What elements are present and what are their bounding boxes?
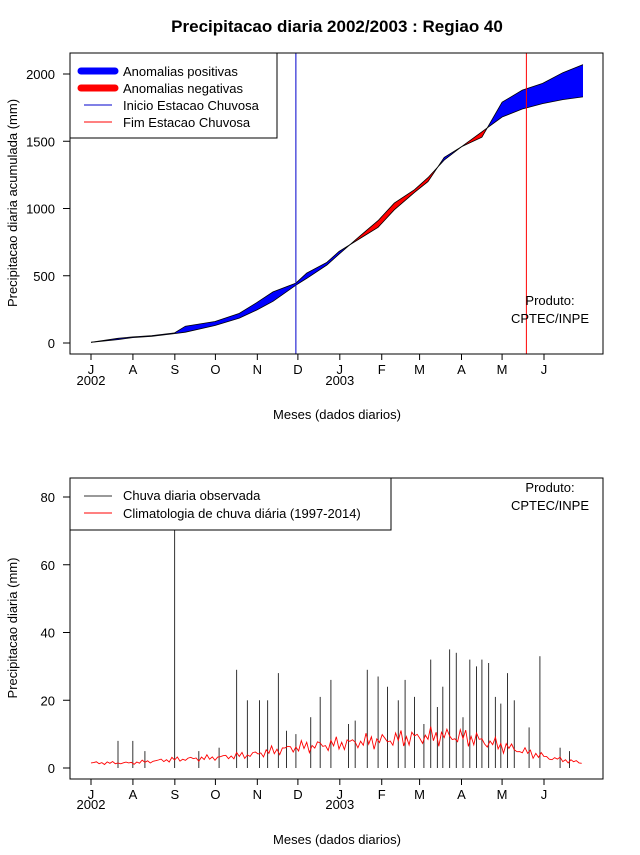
x-tick-label: O bbox=[210, 362, 220, 377]
year-label: 2003 bbox=[325, 797, 354, 812]
climatology-daily-line bbox=[90, 726, 582, 766]
product-source: CPTEC/INPE bbox=[511, 498, 589, 513]
y-tick-label: 500 bbox=[33, 269, 55, 284]
x-axis-label: Meses (dados diarios) bbox=[273, 407, 401, 422]
y-tick-label: 60 bbox=[41, 558, 55, 573]
legend-label-climatology: Climatologia de chuva diária (1997-2014) bbox=[123, 506, 361, 521]
legend-label-end: Fim Estacao Chuvosa bbox=[123, 115, 251, 130]
x-tick-label: D bbox=[293, 362, 302, 377]
x-tick-label: D bbox=[293, 787, 302, 802]
legend-box bbox=[69, 52, 278, 139]
x-tick-label: J bbox=[88, 787, 95, 802]
negative-anomaly-band bbox=[351, 167, 438, 244]
chart-title: Precipitacao diaria 2002/2003 : Regiao 4… bbox=[171, 17, 503, 36]
legend-box bbox=[69, 477, 392, 531]
x-tick-label: M bbox=[414, 362, 425, 377]
legend-label-positive: Anomalias positivas bbox=[123, 64, 238, 79]
x-tick-label: M bbox=[497, 787, 508, 802]
x-tick-label: A bbox=[129, 787, 138, 802]
y-tick-label: 1000 bbox=[26, 202, 55, 217]
x-tick-label: M bbox=[414, 787, 425, 802]
plot-area bbox=[90, 517, 582, 768]
legend-label-observed: Chuva diaria observada bbox=[123, 488, 261, 503]
x-tick-label: S bbox=[171, 362, 180, 377]
y-tick-label: 40 bbox=[41, 626, 55, 641]
y-tick-label: 0 bbox=[48, 336, 55, 351]
legend-label-negative: Anomalias negativas bbox=[123, 81, 243, 96]
x-tick-label: J bbox=[337, 787, 344, 802]
x-tick-label: F bbox=[378, 362, 386, 377]
daily-rain-bars bbox=[117, 517, 570, 768]
x-tick-label: A bbox=[457, 787, 466, 802]
product-label: Produto: bbox=[525, 480, 574, 495]
x-tick-label: J bbox=[88, 362, 95, 377]
x-tick-label: J bbox=[541, 787, 548, 802]
x-tick-label: J bbox=[337, 362, 344, 377]
product-source: CPTEC/INPE bbox=[511, 311, 589, 326]
x-tick-label: A bbox=[457, 362, 466, 377]
year-label: 2002 bbox=[77, 373, 106, 388]
y-axis-label: Precipitacao diaria acumulada (mm) bbox=[5, 99, 20, 307]
x-axis-label: Meses (dados diarios) bbox=[273, 832, 401, 847]
year-label: 2003 bbox=[325, 373, 354, 388]
y-tick-label: 20 bbox=[41, 693, 55, 708]
y-axis-label: Precipitacao diaria (mm) bbox=[5, 558, 20, 699]
legend-label-start: Inicio Estacao Chuvosa bbox=[123, 98, 260, 113]
year-label: 2002 bbox=[77, 797, 106, 812]
y-axis: 0 500 1000 1500 2000 bbox=[26, 67, 71, 351]
y-tick-label: 1500 bbox=[26, 134, 55, 149]
anomaly-bands bbox=[91, 64, 583, 343]
y-tick-label: 2000 bbox=[26, 67, 55, 82]
legend: Anomalias positivas Anomalias negativas … bbox=[69, 52, 278, 139]
y-tick-label: 80 bbox=[41, 490, 55, 505]
x-tick-label: O bbox=[210, 787, 220, 802]
x-tick-label: M bbox=[497, 362, 508, 377]
product-label: Produto: bbox=[525, 293, 574, 308]
x-tick-label: F bbox=[378, 787, 386, 802]
x-tick-label: A bbox=[129, 362, 138, 377]
cumulative-chart: Precipitacao diaria 2002/2003 : Regiao 4… bbox=[5, 17, 604, 422]
y-axis: 0 20 40 60 80 bbox=[41, 490, 71, 776]
x-tick-label: N bbox=[253, 362, 262, 377]
legend: Chuva diaria observada Climatologia de c… bbox=[69, 477, 392, 531]
x-tick-label: S bbox=[171, 787, 180, 802]
plot-area bbox=[90, 53, 584, 354]
x-tick-label: J bbox=[541, 362, 548, 377]
observed-cumulative-line bbox=[90, 64, 584, 343]
x-tick-label: N bbox=[253, 787, 262, 802]
climatology-cumulative-line bbox=[90, 96, 584, 343]
y-tick-label: 0 bbox=[48, 761, 55, 776]
